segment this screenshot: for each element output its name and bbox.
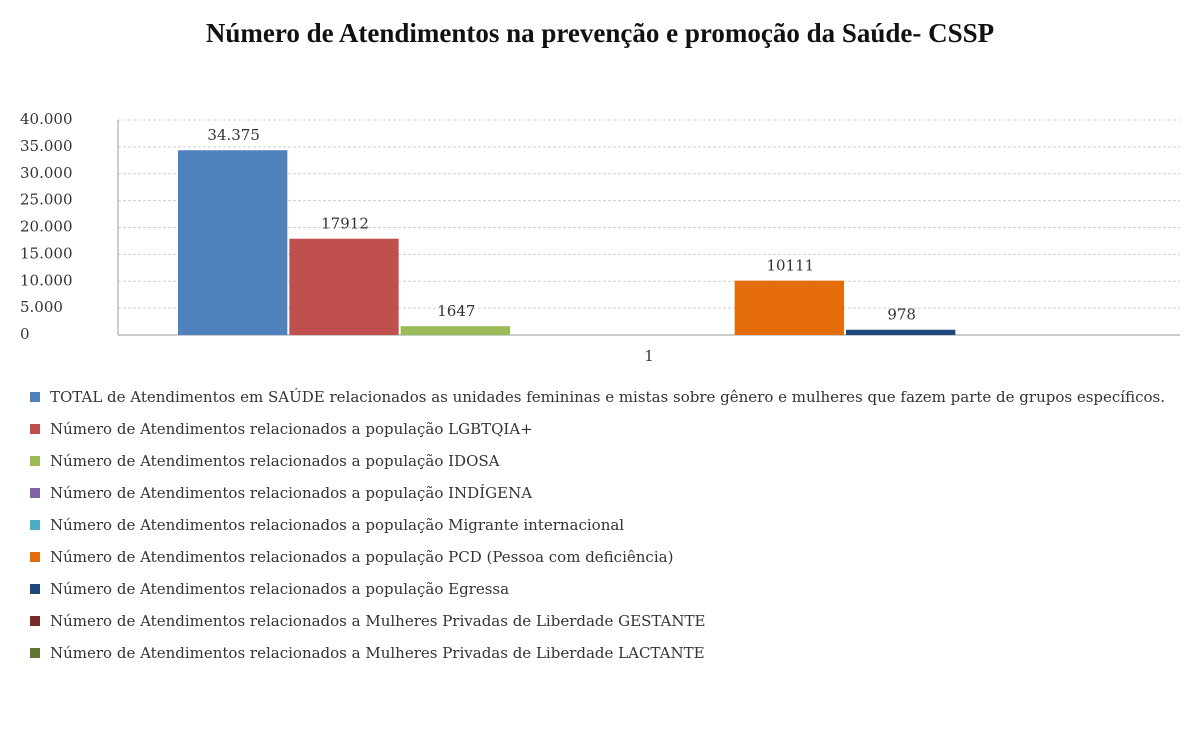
data-label: 17912 <box>321 215 369 233</box>
legend-label: Número de Atendimentos relacionados a Mu… <box>50 644 705 662</box>
legend-label: Número de Atendimentos relacionados a po… <box>50 484 533 502</box>
bar <box>178 150 288 335</box>
y-tick-label: 40.000 <box>20 110 73 128</box>
data-label: 10111 <box>766 257 814 275</box>
legend-label: Número de Atendimentos relacionados a po… <box>50 420 533 438</box>
legend-item: Número de Atendimentos relacionados a po… <box>30 420 1190 438</box>
data-label: 978 <box>887 306 916 324</box>
y-tick-label: 10.000 <box>20 271 73 289</box>
data-label: 1647 <box>437 302 475 320</box>
x-tick-label: 1 <box>644 347 654 365</box>
legend-swatch <box>30 552 40 562</box>
legend-item: Número de Atendimentos relacionados a po… <box>30 580 1190 598</box>
legend-item: Número de Atendimentos relacionados a Mu… <box>30 644 1190 662</box>
legend-item: Número de Atendimentos relacionados a po… <box>30 452 1190 470</box>
legend-swatch <box>30 488 40 498</box>
y-tick-label: 30.000 <box>20 164 73 182</box>
legend-item: TOTAL de Atendimentos em SAÚDE relaciona… <box>30 388 1190 406</box>
data-label: 34.375 <box>207 126 260 144</box>
legend-swatch <box>30 616 40 626</box>
legend: TOTAL de Atendimentos em SAÚDE relaciona… <box>30 388 1190 676</box>
legend-label: Número de Atendimentos relacionados a po… <box>50 516 625 534</box>
legend-item: Número de Atendimentos relacionados a Mu… <box>30 612 1190 630</box>
legend-item: Número de Atendimentos relacionados a po… <box>30 548 1190 566</box>
legend-swatch <box>30 424 40 434</box>
chart-title: Número de Atendimentos na prevenção e pr… <box>205 18 995 48</box>
bar <box>846 329 956 335</box>
y-tick-label: 25.000 <box>20 191 73 209</box>
legend-item: Número de Atendimentos relacionados a po… <box>30 516 1190 534</box>
legend-label: TOTAL de Atendimentos em SAÚDE relaciona… <box>50 388 1165 406</box>
legend-label: Número de Atendimentos relacionados a po… <box>50 452 500 470</box>
legend-item: Número de Atendimentos relacionados a po… <box>30 484 1190 502</box>
y-tick-label: 20.000 <box>20 218 73 236</box>
legend-label: Número de Atendimentos relacionados a po… <box>50 548 674 566</box>
legend-swatch <box>30 392 40 402</box>
legend-label: Número de Atendimentos relacionados a Mu… <box>50 612 706 630</box>
bar <box>734 280 844 335</box>
bar <box>289 238 399 335</box>
legend-swatch <box>30 584 40 594</box>
legend-label: Número de Atendimentos relacionados a po… <box>50 580 510 598</box>
bar <box>400 326 510 335</box>
y-tick-label: 35.000 <box>20 137 73 155</box>
y-tick-label: 5.000 <box>20 298 63 316</box>
y-tick-label: 15.000 <box>20 244 73 262</box>
legend-swatch <box>30 648 40 658</box>
legend-swatch <box>30 456 40 466</box>
y-tick-label: 0 <box>20 325 30 343</box>
legend-swatch <box>30 520 40 530</box>
